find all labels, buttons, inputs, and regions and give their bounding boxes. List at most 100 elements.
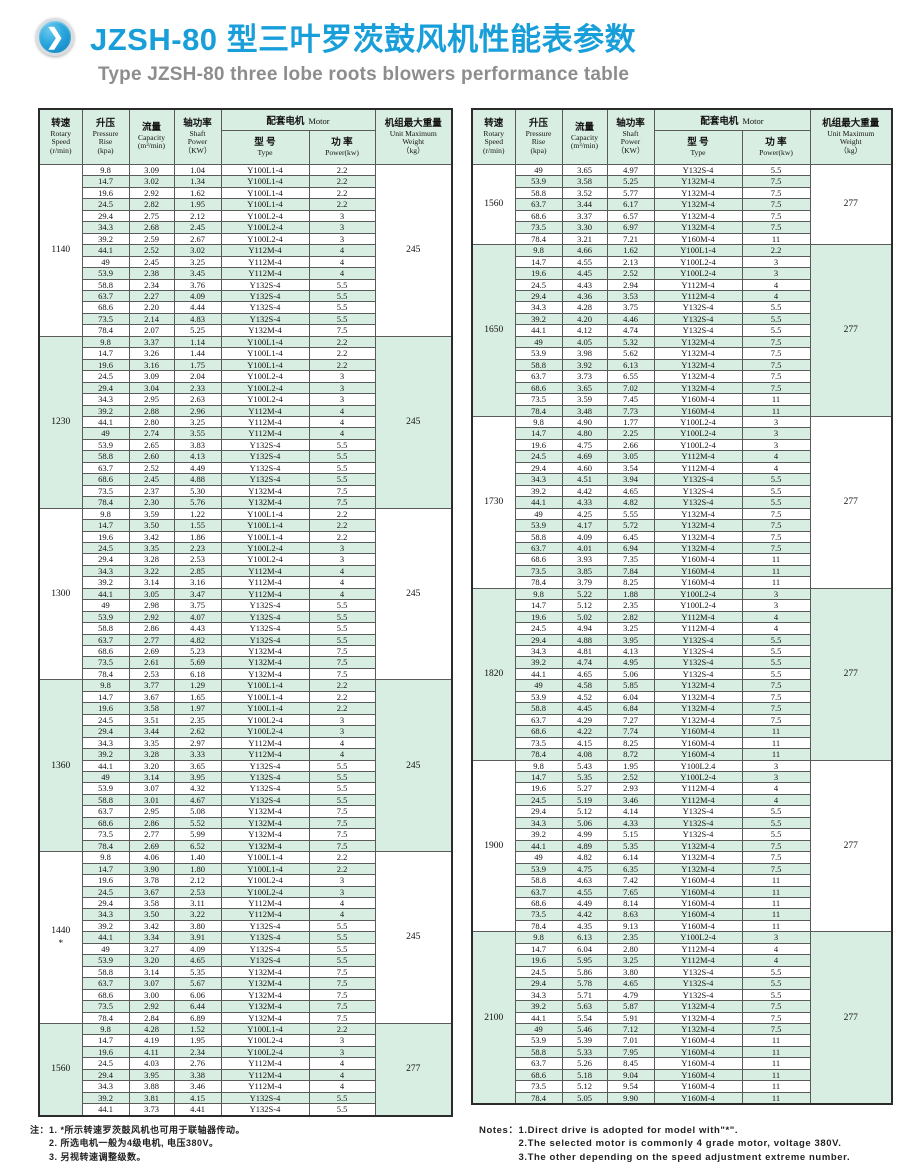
motor-type-cell: Y112M-4 bbox=[220, 255, 310, 269]
motor-power-cell: 5.5 bbox=[308, 1103, 376, 1117]
table-row: 1230 9.8 3.37 1.14 Y100L1-4 2.2 245 bbox=[38, 335, 453, 509]
capacity-cell: 3.81 bbox=[128, 1091, 175, 1105]
table-row: 44.1 5.54 5.91 Y132M-4 7.5 bbox=[472, 1011, 892, 1025]
motor-type-cell: Y132M-4 bbox=[220, 1000, 310, 1013]
shaft-power-cell: 6.18 bbox=[173, 667, 222, 681]
motor-power-cell: 5.5 bbox=[308, 919, 376, 933]
table-row: 58.8 4.45 6.84 Y132M-4 7.5 bbox=[472, 702, 892, 715]
speed-group-1560: 1560 9.8 4.28 1.52 Y100L1-4 2.2 277 14.7 4.19 1.9… bbox=[38, 1022, 453, 1117]
shaft-power-cell: 2.53 bbox=[173, 885, 222, 899]
shaft-power-cell: 1.22 bbox=[173, 507, 222, 521]
table-row: 63.7 3.73 6.55 Y132M-4 7.5 bbox=[472, 370, 892, 383]
capacity-cell: 3.14 bbox=[128, 770, 175, 784]
table-row: 73.5 4.42 8.63 Y160M-4 11 bbox=[472, 908, 892, 921]
shaft-power-cell: 2.82 bbox=[606, 610, 655, 624]
shaft-power-cell: 4.07 bbox=[173, 610, 222, 624]
shaft-power-cell: 2.23 bbox=[173, 541, 222, 555]
shaft-power-cell: 6.13 bbox=[606, 358, 655, 372]
capacity-cell: 3.73 bbox=[561, 370, 608, 383]
pressure-cell: 78.4 bbox=[81, 839, 130, 853]
capacity-cell: 3.79 bbox=[561, 576, 608, 589]
shaft-power-cell: 6.35 bbox=[606, 862, 655, 876]
shaft-power-cell: 1.40 bbox=[173, 851, 222, 864]
motor-power-cell: 3 bbox=[741, 587, 811, 601]
motor-type-cell: Y100L2-4 bbox=[653, 770, 743, 784]
table-row: 78.4 2.84 6.89 Y132M-4 7.5 bbox=[39, 1011, 452, 1025]
shaft-power-cell: 1.95 bbox=[606, 759, 655, 773]
motor-power-cell: 7.5 bbox=[308, 988, 376, 1002]
shaft-power-cell: 3.75 bbox=[606, 301, 655, 314]
capacity-cell: 2.60 bbox=[128, 450, 175, 463]
table-row: 63.7 2.95 5.08 Y132M-4 7.5 bbox=[39, 805, 452, 818]
motor-type-cell: Y132S-4 bbox=[220, 289, 310, 303]
motor-power-cell: 11 bbox=[741, 725, 811, 738]
motor-type-cell: Y132M-4 bbox=[220, 828, 310, 841]
pressure-cell: 44.1 bbox=[81, 587, 130, 601]
shaft-power-cell: 5.23 bbox=[173, 645, 222, 658]
motor-type-cell: Y132M-4 bbox=[220, 805, 310, 818]
shaft-power-cell: 2.12 bbox=[173, 874, 222, 887]
motor-power-cell: 11 bbox=[741, 1091, 811, 1105]
table-row: 24.5 4.94 3.25 Y112M-4 4 bbox=[472, 622, 892, 635]
motor-power-cell: 2.2 bbox=[308, 163, 376, 177]
shaft-power-cell: 5.76 bbox=[173, 496, 222, 509]
motor-power-cell: 2.2 bbox=[308, 335, 376, 349]
motor-type-cell: Y160M-4 bbox=[653, 908, 743, 921]
table-row: 53.9 2.38 3.45 Y112M-4 4 bbox=[39, 267, 452, 280]
motor-type-cell: Y132S-4 bbox=[220, 759, 310, 773]
motor-type-cell: Y132M-4 bbox=[220, 988, 310, 1002]
motor-power-cell: 5.5 bbox=[308, 599, 376, 612]
shaft-power-cell: 4.95 bbox=[606, 656, 655, 669]
motor-type-cell: Y112M-4 bbox=[220, 244, 310, 257]
motor-type-cell: Y132M-4 bbox=[220, 839, 310, 853]
motor-power-cell: 4 bbox=[308, 896, 376, 910]
motor-type-cell: Y100L2-4 bbox=[220, 713, 310, 727]
motor-type-cell: Y132M-4 bbox=[653, 335, 743, 349]
motor-type-cell: Y160M-4 bbox=[653, 1045, 743, 1059]
shaft-power-cell: 1.77 bbox=[606, 415, 655, 429]
pressure-cell: 49 bbox=[514, 851, 563, 864]
shaft-power-cell: 4.13 bbox=[173, 450, 222, 463]
pressure-cell: 53.9 bbox=[514, 175, 563, 188]
weight-cell: 277 bbox=[809, 244, 893, 417]
capacity-cell: 3.21 bbox=[561, 232, 608, 246]
shaft-power-cell: 1.86 bbox=[173, 530, 222, 543]
motor-type-cell: Y132M-4 bbox=[653, 541, 743, 555]
motor-power-cell: 7.5 bbox=[741, 702, 811, 715]
table-row: 58.8 3.01 4.67 Y132S-4 5.5 bbox=[39, 793, 452, 807]
table-row: 19.6 3.16 1.75 Y100L1-4 2.2 bbox=[39, 358, 452, 372]
capacity-cell: 2.98 bbox=[128, 599, 175, 612]
table-row: 63.7 5.26 8.45 Y160M-4 11 bbox=[472, 1057, 892, 1070]
motor-power-cell: 2.2 bbox=[308, 862, 376, 876]
table-row: 53.9 3.07 4.32 Y132S-4 5.5 bbox=[39, 782, 452, 795]
capacity-cell: 5.46 bbox=[561, 1022, 608, 1036]
motor-type-cell: Y160M-4 bbox=[653, 725, 743, 738]
motor-type-cell: Y100L1-4 bbox=[220, 690, 310, 704]
pressure-cell: 9.8 bbox=[81, 335, 130, 349]
table-row: 39.2 4.42 4.65 Y132S-4 5.5 bbox=[472, 484, 892, 498]
capacity-cell: 3.67 bbox=[128, 690, 175, 704]
table-row: 53.9 3.58 5.25 Y132M-4 7.5 bbox=[472, 175, 892, 188]
capacity-cell: 5.22 bbox=[561, 587, 608, 601]
shaft-power-cell: 5.91 bbox=[606, 1011, 655, 1025]
motor-power-cell: 7.5 bbox=[741, 519, 811, 532]
shaft-power-cell: 3.02 bbox=[173, 244, 222, 257]
shaft-power-cell: 1.44 bbox=[173, 347, 222, 360]
motor-type-cell: Y132M-4 bbox=[220, 645, 310, 658]
motor-power-cell: 4 bbox=[741, 954, 811, 967]
capacity-cell: 5.78 bbox=[561, 977, 608, 990]
motor-type-cell: Y132M-4 bbox=[220, 667, 310, 681]
capacity-cell: 4.45 bbox=[561, 702, 608, 715]
shaft-power-cell: 2.33 bbox=[173, 381, 222, 395]
motor-power-cell: 7.5 bbox=[308, 828, 376, 841]
capacity-cell: 2.75 bbox=[128, 209, 175, 223]
pressure-cell: 44.1 bbox=[81, 759, 130, 773]
motor-power-cell: 5.5 bbox=[741, 816, 811, 830]
motor-power-cell: 5.5 bbox=[741, 484, 811, 498]
pressure-cell: 49 bbox=[514, 335, 563, 349]
motor-power-cell: 7.5 bbox=[741, 690, 811, 704]
pressure-cell: 34.3 bbox=[81, 564, 130, 578]
pressure-cell: 14.7 bbox=[81, 175, 130, 188]
motor-power-cell: 2.2 bbox=[308, 358, 376, 372]
motor-power-cell: 7.5 bbox=[308, 965, 376, 979]
